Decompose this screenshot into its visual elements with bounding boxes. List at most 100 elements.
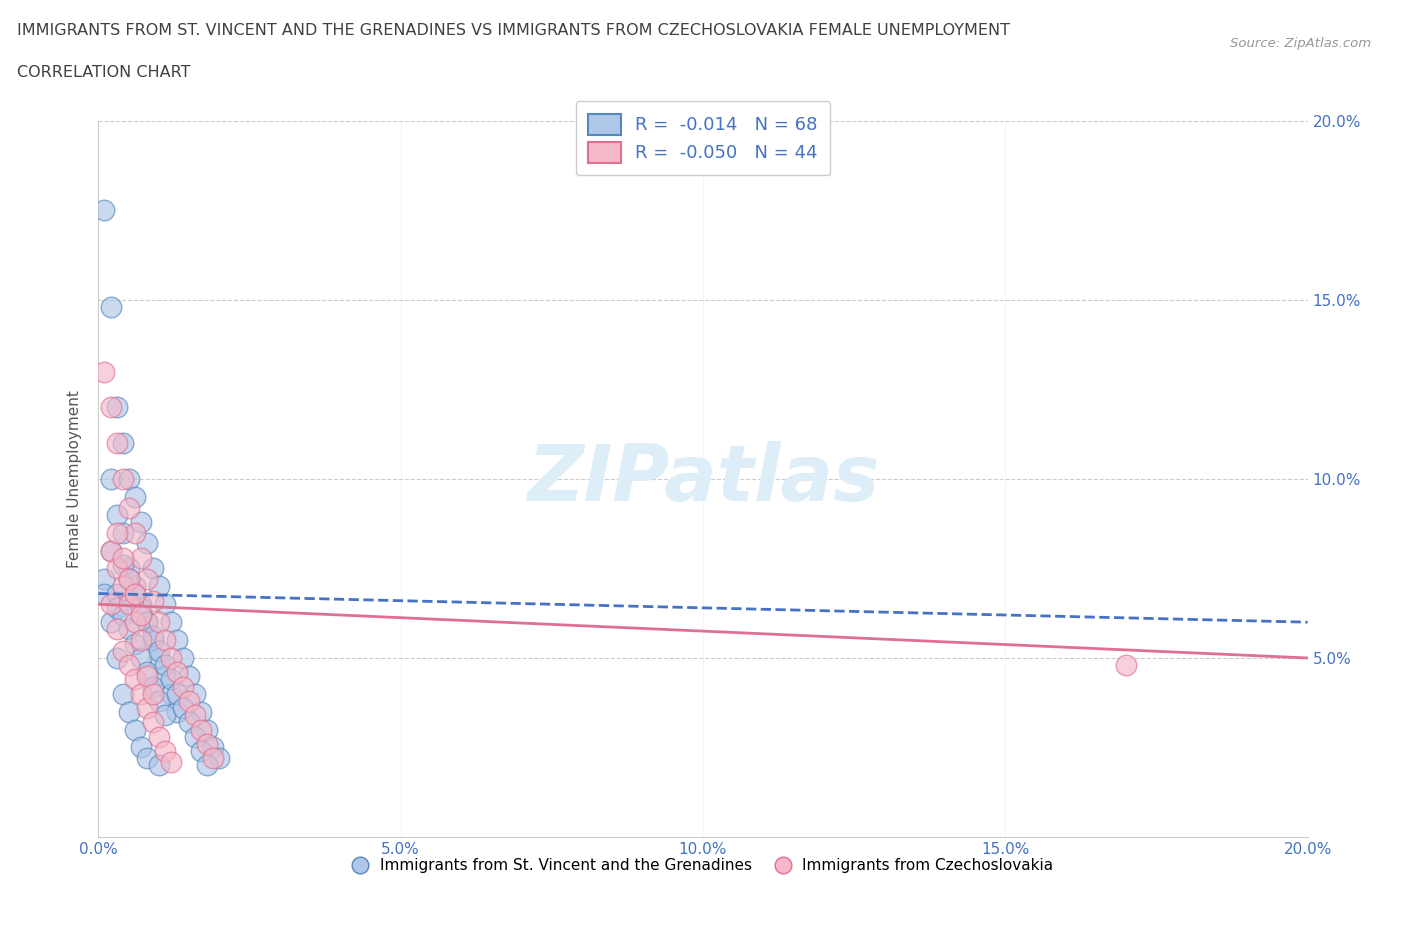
Point: [118, 472, 141, 486]
Text: Source: ZipAtlas.com: Source: ZipAtlas.com: [1230, 37, 1371, 50]
Point: [1115, 658, 1137, 672]
Point: [135, 700, 157, 715]
Point: [148, 729, 170, 744]
Point: [111, 472, 134, 486]
Point: [118, 500, 141, 515]
Point: [160, 672, 183, 687]
Point: [166, 704, 188, 719]
Point: [135, 536, 157, 551]
Point: [111, 551, 134, 565]
Point: [195, 737, 218, 751]
Point: [135, 665, 157, 680]
Text: CORRELATION CHART: CORRELATION CHART: [17, 65, 190, 80]
Point: [166, 686, 188, 701]
Point: [142, 629, 165, 644]
Point: [148, 615, 170, 630]
Point: [135, 751, 157, 765]
Point: [105, 601, 128, 616]
Point: [148, 578, 170, 594]
Point: [153, 744, 176, 759]
Point: [118, 561, 141, 576]
Point: [111, 686, 134, 701]
Point: [153, 658, 176, 672]
Point: [105, 622, 128, 637]
Y-axis label: Female Unemployment: Female Unemployment: [67, 390, 83, 568]
Point: [124, 578, 146, 594]
Point: [135, 669, 157, 684]
Point: [153, 669, 176, 684]
Point: [202, 740, 225, 755]
Legend: Immigrants from St. Vincent and the Grenadines, Immigrants from Czechoslovakia: Immigrants from St. Vincent and the Gren…: [346, 852, 1060, 880]
Point: [129, 632, 152, 647]
Point: [135, 615, 157, 630]
Point: [129, 740, 152, 755]
Point: [129, 686, 152, 701]
Text: ZIPatlas: ZIPatlas: [527, 441, 879, 517]
Point: [160, 754, 183, 769]
Point: [105, 586, 128, 601]
Point: [184, 708, 207, 723]
Point: [100, 543, 122, 558]
Point: [184, 729, 207, 744]
Point: [153, 632, 176, 647]
Point: [124, 586, 146, 601]
Point: [111, 525, 134, 540]
Point: [93, 572, 115, 587]
Point: [118, 572, 141, 587]
Point: [124, 672, 146, 687]
Point: [179, 694, 201, 709]
Point: [208, 751, 231, 765]
Text: IMMIGRANTS FROM ST. VINCENT AND THE GRENADINES VS IMMIGRANTS FROM CZECHOSLOVAKIA: IMMIGRANTS FROM ST. VINCENT AND THE GREN…: [17, 23, 1010, 38]
Point: [160, 651, 183, 666]
Point: [142, 593, 165, 608]
Point: [148, 694, 170, 709]
Point: [129, 551, 152, 565]
Point: [124, 722, 146, 737]
Point: [111, 557, 134, 572]
Point: [118, 572, 141, 587]
Point: [129, 651, 152, 666]
Point: [142, 686, 165, 701]
Point: [100, 472, 122, 486]
Point: [100, 597, 122, 612]
Point: [111, 607, 134, 622]
Point: [105, 525, 128, 540]
Point: [202, 751, 225, 765]
Point: [124, 586, 146, 601]
Point: [166, 632, 188, 647]
Point: [172, 651, 194, 666]
Point: [111, 435, 134, 451]
Point: [179, 715, 201, 730]
Point: [172, 679, 194, 694]
Point: [135, 615, 157, 630]
Point: [190, 704, 212, 719]
Point: [160, 686, 183, 701]
Point: [179, 669, 201, 684]
Point: [195, 722, 218, 737]
Point: [142, 715, 165, 730]
Point: [129, 601, 152, 616]
Point: [135, 572, 157, 587]
Point: [142, 561, 165, 576]
Point: [105, 561, 128, 576]
Point: [124, 489, 146, 504]
Point: [100, 400, 122, 415]
Point: [172, 700, 194, 715]
Point: [190, 744, 212, 759]
Point: [118, 704, 141, 719]
Point: [195, 758, 218, 773]
Point: [184, 686, 207, 701]
Point: [153, 597, 176, 612]
Point: [166, 665, 188, 680]
Point: [124, 615, 146, 630]
Point: [100, 615, 122, 630]
Point: [100, 543, 122, 558]
Point: [105, 400, 128, 415]
Point: [129, 514, 152, 529]
Point: [148, 651, 170, 666]
Point: [142, 679, 165, 694]
Point: [118, 597, 141, 612]
Point: [111, 578, 134, 594]
Point: [93, 203, 115, 218]
Point: [129, 597, 152, 612]
